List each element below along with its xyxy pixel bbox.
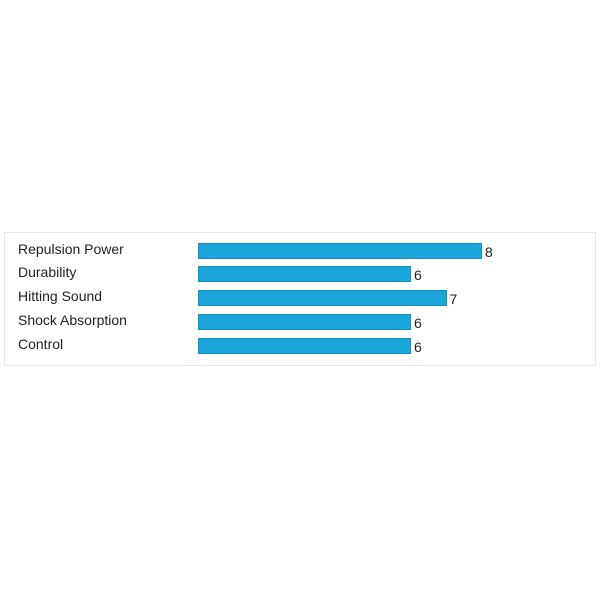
bar: [198, 338, 411, 354]
data-label: 7: [449, 291, 458, 307]
data-label: 6: [414, 339, 422, 355]
chart-frame: [4, 232, 596, 366]
category-label: Hitting Sound: [18, 288, 103, 304]
category-label: Durability: [18, 264, 77, 280]
data-label: 8: [485, 244, 493, 260]
category-label: Repulsion Power: [18, 241, 124, 257]
bar: [198, 290, 447, 306]
bar: [198, 314, 411, 330]
bar: [198, 243, 482, 259]
bar: [198, 266, 411, 282]
category-label: Control: [18, 336, 64, 352]
category-label: Shock Absorption: [18, 312, 127, 328]
data-label: 6: [414, 315, 422, 331]
data-label: 6: [414, 267, 422, 283]
